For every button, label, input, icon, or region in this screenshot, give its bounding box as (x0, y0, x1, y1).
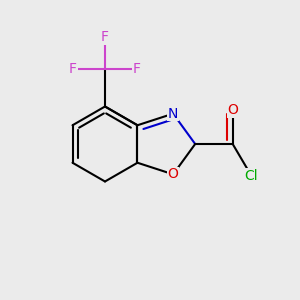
Text: O: O (227, 103, 238, 117)
Text: F: F (133, 62, 141, 76)
Text: Cl: Cl (244, 169, 258, 183)
Text: O: O (168, 167, 178, 181)
Text: F: F (101, 30, 109, 44)
Text: F: F (69, 62, 77, 76)
Text: N: N (168, 107, 178, 121)
